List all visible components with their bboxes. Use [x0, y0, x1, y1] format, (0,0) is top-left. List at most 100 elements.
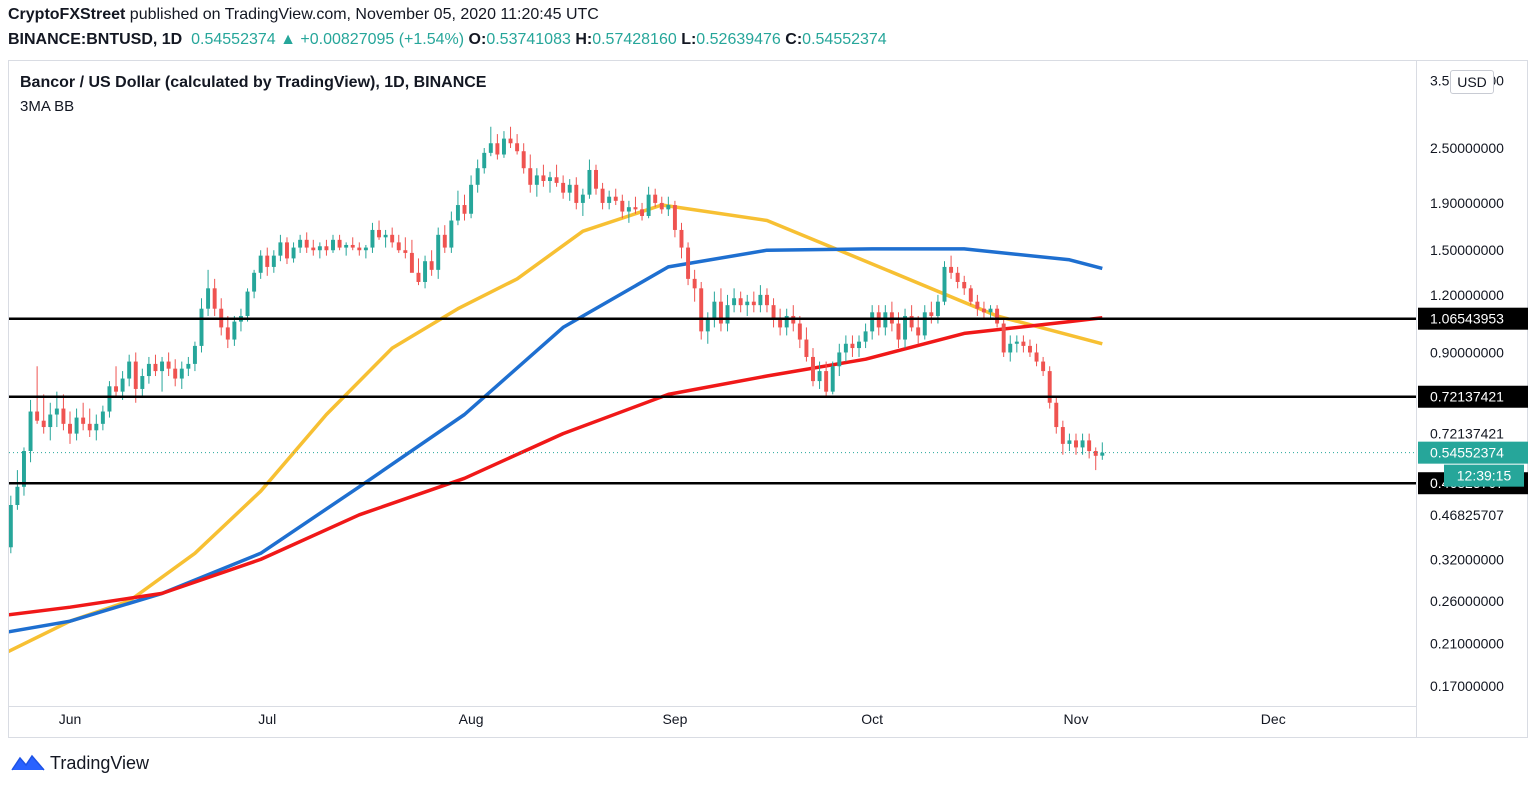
candle-body — [521, 151, 526, 169]
candle-body — [1093, 451, 1098, 456]
candle — [449, 211, 454, 253]
candle-body — [160, 361, 165, 372]
candle — [212, 278, 217, 316]
candle — [317, 242, 322, 259]
candle — [186, 356, 191, 377]
candle-body — [554, 177, 559, 183]
price-change: +0.00827095 (+1.54%) — [300, 31, 465, 48]
candle-body — [824, 371, 829, 392]
candle — [350, 237, 355, 251]
candle — [666, 196, 671, 216]
candle-body — [423, 261, 428, 282]
candle-body — [837, 352, 842, 367]
candle-body — [732, 298, 737, 306]
candle — [870, 305, 875, 340]
footer-brand[interactable]: TradingView — [10, 752, 149, 774]
candle — [133, 352, 138, 403]
candle-body — [41, 420, 46, 428]
candle — [232, 315, 237, 346]
candle — [633, 196, 638, 214]
candle — [613, 188, 618, 206]
candle-body — [61, 408, 66, 424]
candle-body — [745, 301, 750, 306]
candle-body — [587, 169, 592, 195]
candle — [501, 131, 506, 158]
candle-body — [173, 368, 178, 379]
candle — [646, 186, 651, 219]
candle — [238, 308, 243, 332]
candle-body — [508, 138, 513, 144]
tradingview-logo-icon — [11, 754, 45, 771]
candle — [370, 222, 375, 253]
candle-body — [817, 371, 822, 382]
candle — [508, 126, 513, 148]
candle — [738, 291, 743, 313]
candle-body — [620, 200, 625, 212]
x-tick-label: Aug — [459, 711, 484, 727]
candle — [1087, 433, 1092, 459]
candle — [363, 244, 368, 259]
candle-body — [968, 288, 973, 302]
candle — [515, 134, 520, 155]
candle-body — [475, 168, 480, 185]
candle-body — [659, 202, 664, 210]
candle-body — [843, 343, 848, 353]
candle-body — [100, 411, 105, 424]
candle-body — [146, 363, 151, 377]
candle — [587, 159, 592, 199]
candle-body — [133, 361, 138, 389]
moving-average-yellow — [9, 203, 1103, 654]
candle — [626, 200, 631, 223]
candle-body — [285, 242, 289, 259]
candle-body — [140, 376, 145, 389]
candle-body — [245, 291, 250, 316]
candle — [1080, 433, 1085, 455]
candle — [192, 341, 197, 372]
candle-body — [935, 301, 940, 316]
candle-body — [409, 252, 414, 273]
candle — [929, 301, 934, 324]
last-price-label: 0.54552374 — [1430, 445, 1504, 461]
candle — [291, 242, 296, 263]
candle-body — [383, 234, 388, 238]
candle — [771, 298, 776, 328]
candle — [390, 227, 395, 248]
candle-body — [488, 143, 493, 153]
candle — [659, 196, 664, 214]
publisher-name[interactable]: CryptoFXStreet — [8, 6, 126, 23]
candle-body — [120, 378, 125, 392]
indicator-label[interactable]: 3MA BB — [20, 98, 75, 115]
candle-body — [515, 143, 520, 152]
candle-body — [311, 247, 316, 251]
candle — [278, 234, 283, 262]
candle-body — [48, 414, 53, 428]
candle — [949, 255, 954, 279]
y-tick-label: 0.72137421 — [1430, 426, 1504, 442]
candle-body — [942, 266, 947, 302]
candle — [469, 175, 474, 219]
candle — [409, 239, 414, 273]
y-tick-label: 0.90000000 — [1430, 344, 1504, 360]
candle — [1034, 343, 1039, 367]
candle-body — [179, 368, 184, 379]
candle — [883, 305, 888, 336]
candle-body — [712, 301, 717, 320]
candle-body — [278, 242, 283, 256]
y-tick-label: 0.26000000 — [1430, 593, 1504, 609]
candle-body — [298, 239, 303, 248]
y-tick-label: 1.20000000 — [1430, 287, 1504, 303]
candle — [692, 269, 697, 302]
candle-body — [679, 229, 684, 248]
candle — [981, 301, 986, 320]
candle — [567, 179, 572, 201]
candle-body — [304, 239, 309, 248]
candle — [94, 414, 99, 441]
candle-body — [482, 152, 487, 169]
candle — [699, 281, 704, 340]
currency-button[interactable]: USD — [1450, 70, 1494, 94]
candle — [271, 250, 276, 273]
candle-body — [258, 255, 263, 273]
candle — [344, 242, 349, 256]
candle — [580, 188, 585, 216]
